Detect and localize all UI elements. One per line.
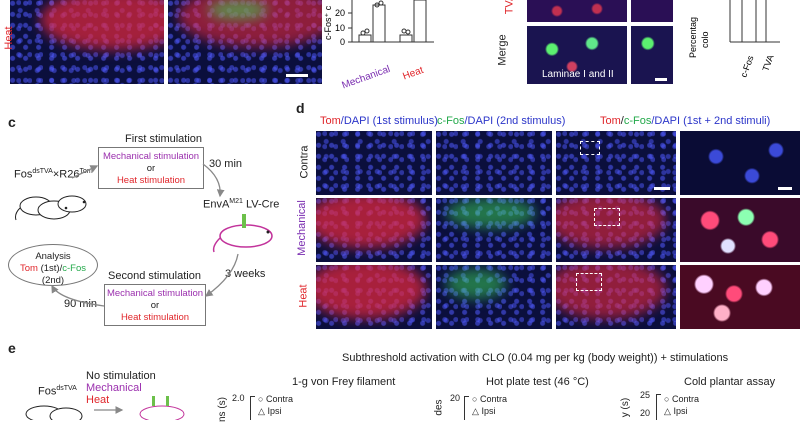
bar-tick-0: 0 (340, 37, 345, 47)
legend-contra-icon: ○ (472, 394, 478, 404)
e-test-1-axis (250, 396, 255, 420)
bar-ylabel: c-Fos⁺ c (323, 5, 333, 40)
scale-bar (286, 74, 308, 77)
d-header-1: Tom/DAPI (1st stimulus) (320, 115, 438, 127)
c-flow-arrows (51, 163, 239, 307)
c-first-or: or (146, 163, 156, 174)
d-row-label-heat: Heat (297, 284, 310, 308)
top-image-heat-2 (168, 0, 322, 84)
right-ylabel-2: colo (700, 31, 710, 48)
d-img-contra-zoom (680, 131, 800, 195)
top-tva-image-2 (631, 0, 673, 22)
e-cond-no-stim: No stimulation (86, 370, 156, 382)
tva-row-label: TVA (503, 0, 516, 15)
d-img-heat-zoom (680, 265, 800, 329)
top-merge-image-2 (631, 26, 673, 84)
bar-mech-ipsi (372, 4, 386, 43)
e-main-title: Subthreshold activation with CLO (0.04 m… (342, 352, 729, 364)
d-img-contra-cfos (436, 131, 552, 195)
e-test-2-ytick: 20 (450, 393, 461, 403)
top-merge-image-1 (527, 26, 627, 84)
e-cond-heat: Heat (86, 394, 110, 406)
bar-tick-10: 10 (335, 23, 345, 33)
c-first-opt1: Mechanical stimulation (102, 151, 200, 162)
right-ylabel-1: Percentag (688, 17, 698, 58)
c-second-box: Mechanical stimulation or Heat stimulati… (104, 284, 206, 326)
d-header-3: Tom/c-Fos/DAPI (1st + 2nd stimuli) (600, 115, 771, 127)
d-img-contra-tom (316, 131, 432, 195)
laminae-label: Laminae I and II (542, 69, 614, 80)
bar-mech-contra (358, 34, 372, 43)
panel-letter-d: d (296, 100, 305, 116)
d-header-2: c-Fos/DAPI (2nd stimulus) (437, 115, 566, 127)
c-injected-mouse (212, 214, 273, 253)
d-img-mech-merge (556, 198, 676, 262)
d-img-contra-merge (556, 131, 676, 195)
e-test-2-axis (464, 396, 469, 420)
bar-heat-contra (399, 34, 413, 43)
top-tva-image-1 (527, 0, 627, 22)
e-test-3-ylabel: y (s) (620, 397, 632, 418)
c-first-title: First stimulation (125, 133, 203, 145)
d-img-heat-tom (316, 265, 432, 329)
c-second-opt1: Mechanical stimulation (106, 288, 204, 299)
legend-ipsi-icon: △ (472, 406, 479, 416)
e-test-1-ylabel: ns (s) (217, 397, 228, 422)
legend-ipsi-icon: △ (664, 406, 671, 416)
top-image-heat-1 (10, 0, 164, 84)
e-test-2-ylabel: des (433, 399, 445, 416)
c-first-box: Mechanical stimulation or Heat stimulati… (98, 147, 204, 189)
d-img-mech-zoom (680, 198, 800, 262)
e-mouse-label: FosdsTVA (38, 385, 77, 398)
panel-letter-c: c (8, 114, 16, 130)
merge-row-label: Merge (496, 34, 509, 66)
c-second-title: Second stimulation (108, 270, 201, 282)
e-test-3-ytick-2: 20 (640, 408, 651, 418)
c-first-opt2: Heat stimulation (116, 175, 186, 186)
d-row-label-mechanical: Mechanical (295, 200, 308, 256)
d-img-heat-cfos (436, 265, 552, 329)
e-test-3-title: Cold plantar assay (684, 376, 776, 388)
c-analysis-detail: Tom (1st)/c-Fos (2nd) (20, 263, 86, 286)
e-test-3-legend: ○ Contra △ Ipsi (664, 394, 699, 416)
c-virus-label: EnvAM21 LV-Cre (203, 198, 280, 211)
e-test-2-title: Hot plate test (46 °C) (486, 376, 589, 388)
e-test-1-legend: ○ Contra △ Ipsi (258, 394, 293, 416)
c-analysis-title: Analysis (35, 251, 71, 262)
c-second-opt2: Heat stimulation (120, 312, 190, 323)
e-cond-mechanical: Mechanical (86, 382, 142, 394)
c-wait-90min: 90 min (64, 298, 98, 310)
e-test-1-ytick: 2.0 (232, 393, 245, 403)
c-wait-3weeks: 3 weeks (225, 268, 266, 280)
d-img-mech-cfos (436, 198, 552, 262)
top-bar-chart: 0 10 20 c-Fos⁺ c Mechanical Heat (323, 0, 434, 92)
e-test-2-legend: ○ Contra △ Ipsi (472, 394, 507, 416)
c-wait-30min: 30 min (209, 158, 243, 170)
legend-contra-icon: ○ (664, 394, 670, 404)
c-mice-illustration (15, 195, 87, 221)
e-test-3-ytick: 25 (640, 390, 651, 400)
c-second-or: or (150, 300, 160, 311)
right-xlabel-cfos: c-Fos (738, 54, 755, 79)
right-xlabel-tva: TVA (760, 53, 775, 72)
e-test-3-axis (656, 394, 661, 420)
bar-xlabel-mechanical: Mechanical (340, 64, 391, 92)
bar-xlabel-heat: Heat (401, 65, 425, 83)
panel-letter-e: e (8, 340, 16, 356)
d-row-label-contra: Contra (298, 145, 311, 179)
d-img-heat-merge (556, 265, 676, 329)
e-test-1-title: 1-g von Frey filament (292, 376, 396, 388)
e-mice-illustration (25, 396, 185, 420)
d-img-mech-tom (316, 198, 432, 262)
bar-tick-20: 20 (335, 8, 345, 18)
legend-contra-icon: ○ (258, 394, 264, 404)
top-right-chart: Percentag colo c-Fos TVA (688, 0, 780, 79)
legend-ipsi-icon: △ (258, 406, 265, 416)
bar-heat-ipsi (413, 0, 427, 43)
